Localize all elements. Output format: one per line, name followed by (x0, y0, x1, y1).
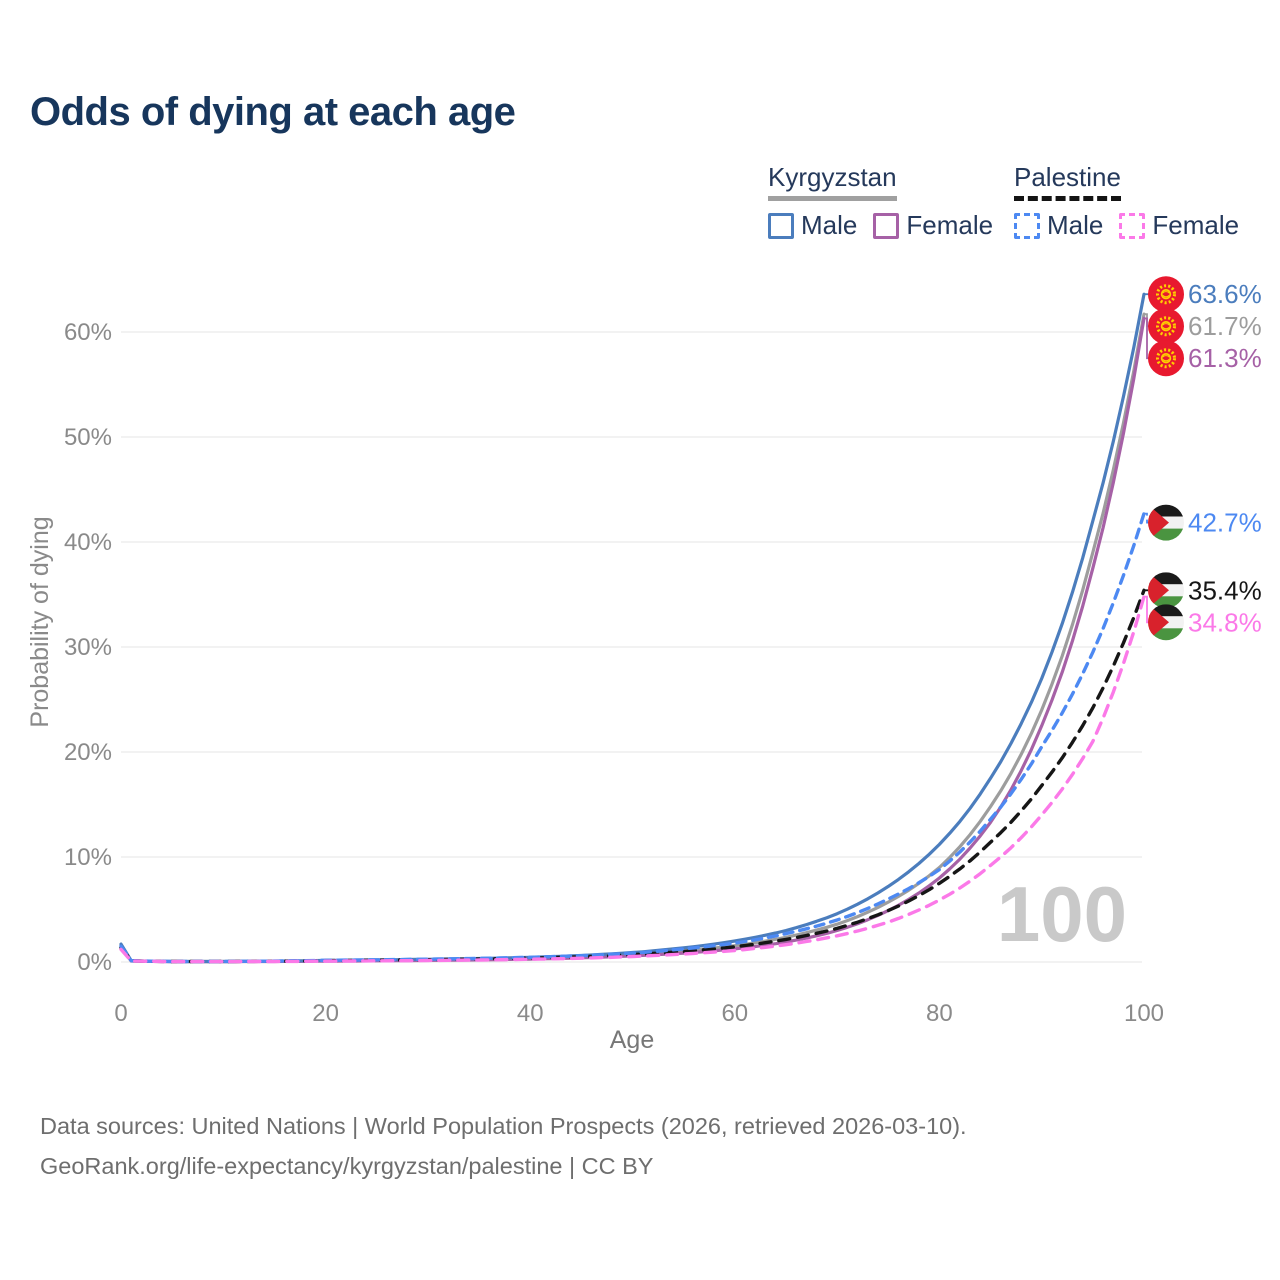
legend-row-kyrgyzstan: Male Female (768, 210, 1009, 241)
attribution-line: GeoRank.org/life-expectancy/kyrgyzstan/p… (40, 1153, 654, 1179)
end-label-palestine-female: 34.8% (1188, 607, 1262, 637)
x-axis-label: Age (610, 1026, 654, 1054)
end-label-palestine-both: 35.4% (1188, 575, 1262, 605)
x-tick-80: 80 (926, 1000, 953, 1027)
y-tick-0%: 0% (77, 949, 112, 976)
legend-country-kyrgyzstan[interactable]: Kyrgyzstan (768, 162, 897, 201)
legend-row-palestine: Male Female (1014, 210, 1255, 241)
series-line-palestine-male[interactable] (119, 511, 1146, 964)
page-title: Odds of dying at each age (30, 90, 516, 134)
legend-item-palestine-male[interactable]: Male (1014, 210, 1103, 241)
legend-label: Female (1152, 210, 1240, 240)
kyrgyzstan-flag-icon (1148, 340, 1184, 377)
footer: Data sources: United Nations | World Pop… (40, 1106, 1240, 1186)
series-line-palestine-female[interactable] (119, 594, 1146, 964)
palestine-female-swatch-icon (1119, 212, 1146, 239)
y-axis-label: Probability of dying (26, 516, 54, 727)
x-tick-40: 40 (517, 1000, 544, 1027)
kyrgyzstan-flag-icon (1148, 308, 1184, 345)
y-tick-60%: 60% (64, 319, 112, 346)
line-layer (119, 292, 1146, 964)
kyrgyzstan-flag-icon (1148, 276, 1184, 313)
age-watermark: 100 (997, 870, 1127, 958)
palestine-flag-icon (1148, 504, 1184, 541)
x-tick-20: 20 (312, 1000, 339, 1027)
y-tick-10%: 10% (64, 844, 112, 871)
legend-group-palestine: Palestine Male Female (1014, 162, 1255, 241)
legend-label: Female (906, 210, 994, 240)
legend-item-kyrgyzstan-female[interactable]: Female (873, 210, 993, 241)
series-line-kyrgyzstan-male[interactable] (119, 292, 1146, 964)
grid-layer: 0% 10% 20% 30% 40% 50% 60% 0 20 40 60 80 100 (64, 319, 1164, 1027)
x-tick-100: 100 (1124, 1000, 1164, 1027)
end-label-kyrgyzstan-male: 63.6% (1188, 279, 1262, 309)
x-tick-0: 0 (114, 1000, 127, 1027)
y-tick-40%: 40% (64, 529, 112, 556)
end-label-kyrgyzstan-female: 61.3% (1188, 343, 1262, 373)
palestine-flag-icon (1148, 604, 1184, 641)
legend-group-kyrgyzstan: Kyrgyzstan Male Female (768, 162, 1009, 241)
legend-item-palestine-female[interactable]: Female (1119, 210, 1239, 241)
x-tick-60: 60 (721, 1000, 748, 1027)
end-label-layer: 63.6%61.7%61.3% 42.7% 35.4%34.8% (1144, 276, 1262, 641)
kyrgyzstan-female-swatch-icon (873, 212, 900, 239)
palestine-flag-icon (1148, 572, 1184, 609)
palestine-male-swatch-icon (1014, 212, 1040, 239)
legend: Kyrgyzstan Male Female Palestine Male (0, 162, 1280, 242)
y-tick-30%: 30% (64, 634, 112, 661)
legend-item-kyrgyzstan-male[interactable]: Male (768, 210, 857, 241)
legend-country-palestine[interactable]: Palestine (1014, 162, 1121, 201)
y-tick-50%: 50% (64, 424, 112, 451)
legend-label: Male (1047, 210, 1104, 240)
legend-label: Male (801, 210, 858, 240)
end-label-kyrgyzstan-both: 61.7% (1188, 311, 1262, 341)
data-source-line: Data sources: United Nations | World Pop… (40, 1113, 967, 1139)
y-tick-20%: 20% (64, 739, 112, 766)
end-label-palestine-male: 42.7% (1188, 508, 1262, 538)
kyrgyzstan-male-swatch-icon (768, 212, 794, 239)
